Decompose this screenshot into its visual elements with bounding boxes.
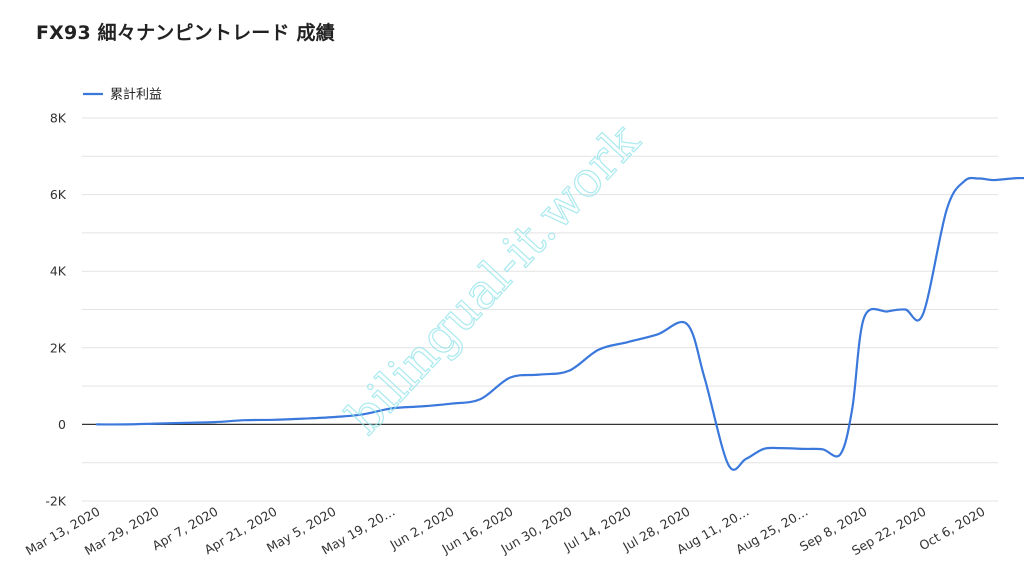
x-tick-label: Oct 6, 2020: [917, 504, 988, 554]
series-line-0: [95, 176, 1024, 471]
series-lines: [95, 176, 1024, 471]
y-tick-label: 4K: [50, 264, 67, 279]
y-tick-label: 6K: [50, 187, 67, 202]
watermark: bilingual-it.work: [335, 112, 652, 446]
y-axis-ticks: -2K 0 2K 4K 6K 8K: [45, 111, 66, 509]
grid-lines: [82, 117, 998, 502]
y-tick-label: -2K: [45, 494, 66, 509]
chart-title: FX93 細々ナンピントレード 成績: [36, 22, 335, 44]
legend: 累計利益: [83, 87, 162, 103]
y-tick-label: 2K: [50, 340, 67, 355]
y-tick-label: 0: [58, 417, 66, 432]
y-tick-label: 8K: [50, 111, 67, 126]
watermark-text: bilingual-it.work: [336, 113, 651, 445]
legend-label: 累計利益: [110, 87, 162, 103]
